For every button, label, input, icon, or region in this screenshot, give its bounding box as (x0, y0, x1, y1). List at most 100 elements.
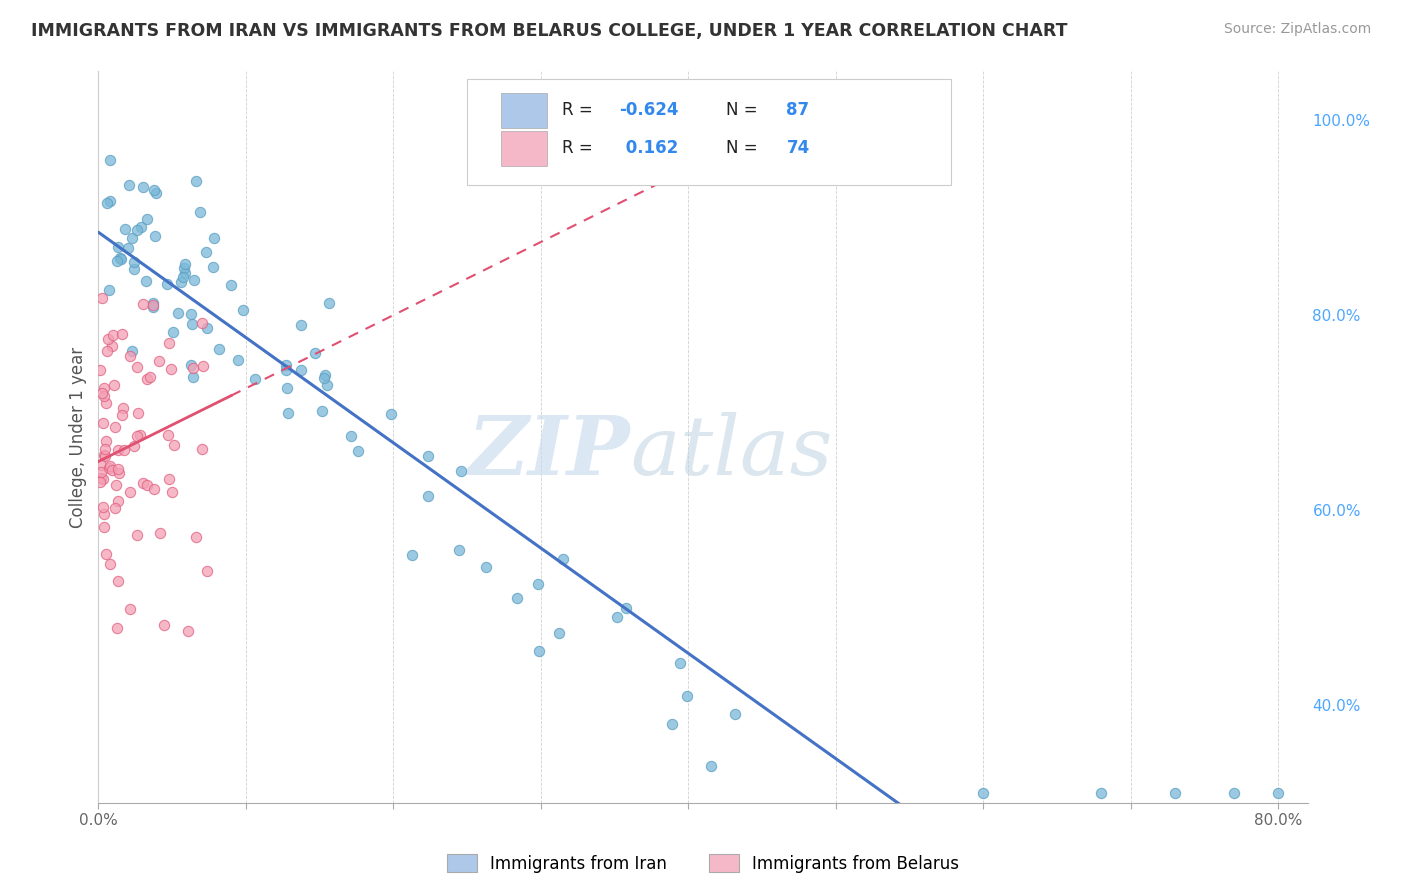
Point (135, 478, 157, 492)
Point (120, 485, 142, 500)
Point (449, 543, 471, 558)
Text: R =: R = (561, 139, 598, 157)
Point (114, 222, 136, 236)
Point (118, 178, 141, 192)
Point (1267, 786, 1289, 800)
Point (91, 291, 114, 305)
Point (181, 370, 204, 384)
Point (129, 220, 152, 235)
Point (103, 378, 125, 392)
Point (89, 475, 111, 489)
Point (132, 475, 155, 490)
Point (125, 528, 148, 542)
Text: R =: R = (561, 101, 598, 120)
Point (98, 458, 121, 473)
Point (94, 434, 117, 449)
Point (149, 526, 172, 541)
Point (101, 339, 124, 353)
Point (475, 560, 498, 574)
Point (347, 443, 370, 458)
Point (527, 644, 550, 658)
Point (122, 261, 145, 276)
Point (163, 437, 186, 451)
Point (111, 327, 134, 342)
Point (290, 362, 312, 376)
Point (191, 442, 214, 457)
Point (188, 205, 211, 219)
Point (105, 254, 128, 268)
Point (90, 465, 112, 479)
Y-axis label: College, Under 1 year: College, Under 1 year (69, 346, 87, 528)
Point (142, 295, 165, 310)
Text: N =: N = (725, 101, 763, 120)
Point (1090, 786, 1112, 800)
Point (132, 180, 155, 194)
Point (145, 186, 167, 200)
Point (208, 342, 231, 356)
Point (125, 359, 148, 374)
Point (122, 255, 145, 269)
Point (136, 372, 159, 386)
Point (93, 520, 115, 534)
Text: Source: ZipAtlas.com: Source: ZipAtlas.com (1223, 22, 1371, 37)
Point (93, 507, 115, 521)
Point (143, 229, 166, 244)
Point (669, 656, 692, 670)
Point (616, 601, 638, 615)
Point (162, 325, 184, 339)
Point (90, 386, 112, 401)
Point (93, 382, 115, 396)
Point (136, 212, 159, 227)
Point (724, 707, 747, 722)
Point (274, 358, 297, 372)
Point (104, 478, 127, 492)
Point (90, 471, 112, 485)
Text: atlas: atlas (630, 412, 832, 491)
Point (340, 429, 363, 443)
Point (1223, 786, 1246, 800)
Text: ZIP: ZIP (468, 412, 630, 491)
Point (312, 370, 335, 384)
Point (90, 458, 112, 472)
FancyBboxPatch shape (501, 93, 547, 128)
Point (160, 362, 183, 376)
Point (157, 472, 180, 486)
Point (180, 358, 202, 372)
Point (173, 266, 195, 280)
Point (127, 429, 149, 443)
Point (1164, 786, 1187, 800)
Point (98, 194, 121, 208)
Point (108, 251, 131, 265)
Text: 87: 87 (786, 101, 810, 120)
Text: -0.624: -0.624 (620, 101, 679, 120)
Point (93, 389, 115, 403)
Point (142, 300, 165, 314)
Point (107, 574, 129, 589)
Point (98, 461, 121, 475)
Point (101, 463, 124, 477)
Point (416, 489, 439, 503)
Point (104, 420, 127, 434)
Legend: Immigrants from Iran, Immigrants from Belarus: Immigrants from Iran, Immigrants from Be… (440, 847, 966, 880)
Point (173, 256, 195, 270)
Text: 74: 74 (786, 139, 810, 157)
Point (98, 153, 121, 167)
FancyBboxPatch shape (467, 78, 950, 185)
Point (107, 493, 129, 508)
Text: N =: N = (725, 139, 763, 157)
Point (121, 344, 143, 359)
Point (972, 786, 994, 800)
Point (700, 758, 723, 772)
Point (380, 408, 402, 422)
Point (506, 591, 529, 605)
Point (121, 231, 143, 245)
Point (98, 558, 121, 572)
Point (117, 241, 139, 255)
Point (172, 269, 194, 284)
Point (98, 283, 121, 297)
Point (166, 306, 188, 320)
Point (93, 472, 115, 486)
Point (94, 396, 117, 410)
Point (221, 278, 243, 293)
Point (190, 317, 212, 331)
